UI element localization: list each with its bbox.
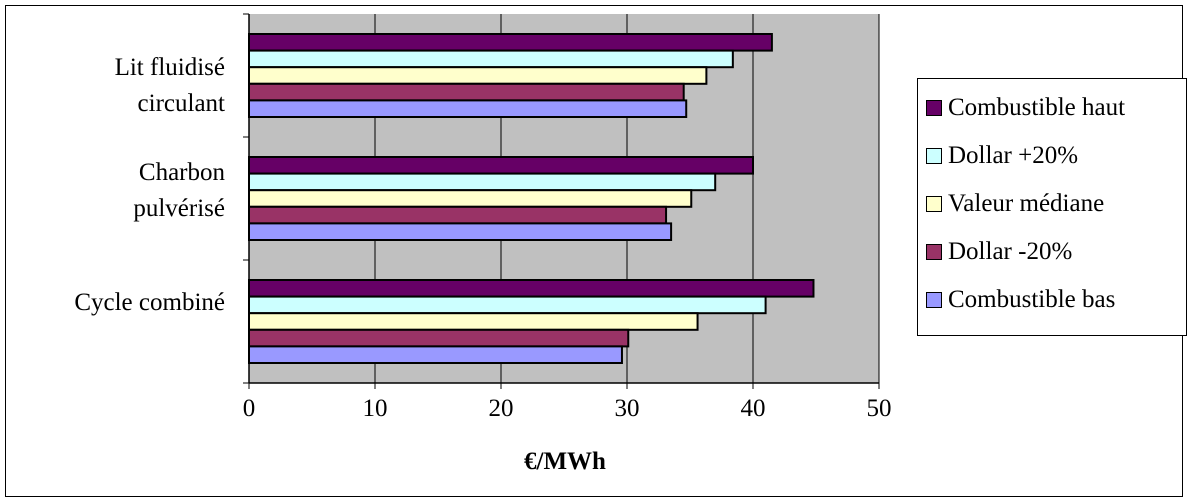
category-label-line: pulvérisé	[133, 195, 225, 222]
legend-label: Dollar -20%	[948, 238, 1073, 265]
category-label-cycle-combine: Cycle combiné	[74, 285, 225, 321]
category-label-line: Lit fluidisé	[114, 54, 225, 81]
bar	[248, 82, 685, 102]
x-tick-label: 10	[362, 395, 388, 422]
bar	[248, 279, 815, 298]
bar	[248, 222, 673, 241]
category-label-lit-fluidise: Lit fluidisé circulant	[115, 50, 225, 122]
bar	[248, 295, 767, 315]
x-tick-label: 30	[614, 395, 640, 422]
bar	[248, 345, 623, 364]
bar	[248, 172, 717, 192]
x-tick-label: 50	[866, 395, 892, 422]
bar	[248, 49, 734, 69]
bar	[248, 189, 693, 208]
bar	[248, 328, 630, 348]
category-label-line: circulant	[137, 90, 225, 117]
legend-label: Valeur médiane	[948, 190, 1105, 217]
legend-label: Combustible bas	[948, 286, 1116, 313]
legend-label: Dollar +20%	[948, 142, 1079, 169]
x-axis-label: €/MWh	[524, 448, 606, 475]
x-tick-label: 0	[242, 395, 256, 422]
bar	[248, 99, 688, 119]
legend-item: Combustible bas	[926, 285, 1115, 315]
legend-item: Dollar -20%	[926, 237, 1072, 267]
bar	[248, 156, 754, 175]
bar	[248, 33, 773, 52]
legend-label: Combustible haut	[948, 94, 1126, 121]
legend: Combustible haut Dollar +20% Valeur médi…	[917, 78, 1187, 336]
category-label-charbon: Charbon pulvérisé	[133, 155, 225, 227]
legend-swatch	[926, 244, 942, 260]
bar	[248, 312, 699, 331]
legend-swatch	[926, 148, 942, 164]
legend-swatch	[926, 100, 942, 116]
legend-swatch	[926, 196, 942, 212]
category-label-line: Cycle combiné	[74, 289, 225, 316]
x-tick-label: 20	[488, 395, 514, 422]
category-label-line: Charbon	[138, 159, 225, 186]
legend-item: Combustible haut	[926, 93, 1125, 123]
bar	[248, 205, 668, 225]
legend-swatch	[926, 292, 942, 308]
legend-item: Dollar +20%	[926, 141, 1078, 171]
x-tick-label: 40	[740, 395, 766, 422]
legend-item: Valeur médiane	[926, 189, 1104, 219]
bar	[248, 66, 708, 85]
